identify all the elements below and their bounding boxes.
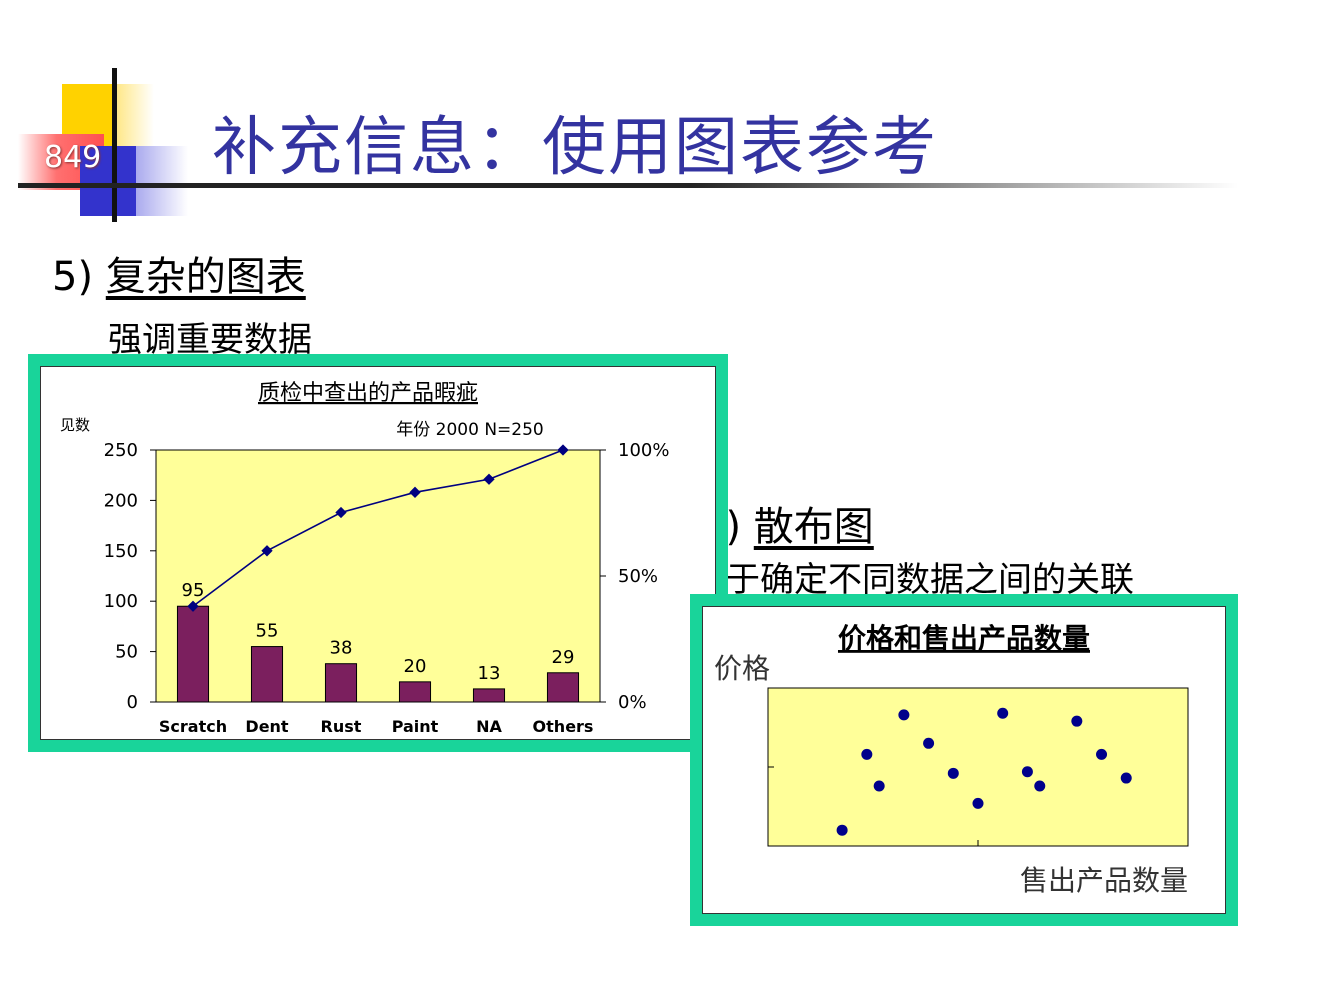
x-tick-label: NA (476, 717, 502, 736)
scatter-point (1071, 715, 1083, 727)
section5-number: 5) (52, 254, 94, 300)
y-tick-label: 250 (104, 440, 138, 461)
x-tick-label: Dent (245, 717, 289, 736)
y2-tick-label: 50% (618, 566, 658, 587)
bar-rust (324, 663, 358, 703)
data-label-others: 29 (552, 647, 575, 668)
scatter-point (1021, 766, 1033, 778)
bar-others (546, 672, 580, 703)
scatter-point (861, 748, 873, 760)
data-label-rust: 38 (330, 638, 353, 659)
x-tick-label: Scratch (159, 717, 227, 736)
header-vertical-rule (112, 68, 117, 222)
scatter-chart-frame: 价格和售出产品数量价格售出产品数量 (690, 594, 1238, 926)
y-tick-label: 200 (104, 490, 138, 511)
y-tick-label: 50 (115, 642, 138, 663)
x-tick-label: Rust (321, 717, 362, 736)
scatter-point (836, 824, 848, 836)
plot-area (767, 687, 1189, 847)
scatter-point (1034, 780, 1046, 792)
cumulative-point (335, 506, 347, 519)
slide-title: 补充信息：使用图表参考 (212, 111, 938, 185)
y2-tick-label: 0% (618, 692, 647, 713)
header-decoration-yellow-fade (114, 84, 154, 146)
x-tick-label: Paint (392, 717, 439, 736)
header-horizontal-rule (18, 183, 1238, 188)
bar-paint (398, 681, 432, 703)
pareto-chart-frame: 质检中查出的产品暇疵年份 2000 N=250 见数 0 50 100 150 200 250… (28, 354, 728, 752)
cumulative-line (192, 449, 564, 607)
y-tick-label: 100 (104, 591, 138, 612)
slide-number: 849 (44, 140, 102, 175)
y2-tick-label: 100% (618, 440, 669, 461)
data-label-scratch: 95 (182, 580, 205, 601)
scatter-point (1120, 772, 1132, 784)
chart-subtitle: 年份 2000 N=250 (396, 420, 543, 440)
y-tick-label: 0 (127, 692, 138, 713)
scatter-point (873, 780, 885, 792)
y-axis-label: 价格 (714, 652, 770, 685)
scatter-point (898, 709, 910, 721)
scatter-point (947, 767, 959, 779)
scatter-point (972, 797, 984, 809)
section5-heading: 5) 复杂的图表 (52, 244, 306, 302)
scatter-point (997, 707, 1009, 719)
section6-subtext: 用于确定不同数据之间的关联 (692, 560, 1134, 600)
bar-scratch (176, 605, 210, 703)
bar-na (472, 688, 506, 703)
scatter-point (1096, 748, 1108, 760)
data-label-dent: 55 (256, 621, 279, 642)
y-axis-label: 见数 (60, 416, 90, 434)
data-label-paint: 20 (404, 656, 427, 677)
section5-subtext: 强调重要数据 (108, 320, 312, 360)
data-label-na: 13 (478, 663, 501, 684)
scatter-point (923, 737, 935, 749)
header-decoration-blue (80, 146, 136, 216)
plot-area (155, 449, 601, 703)
y-tick-label: 150 (104, 541, 138, 562)
header-decoration-blue-fade (136, 146, 188, 216)
x-axis-label: 售出产品数量 (1020, 864, 1188, 897)
chart-title: 价格和售出产品数量 (838, 622, 1090, 655)
section5-title: 复杂的图表 (105, 254, 306, 300)
chart-title: 质检中查出的产品暇疵 (258, 381, 478, 406)
section6-title: 散布图 (753, 504, 874, 550)
bar-dent (250, 646, 284, 703)
x-tick-label: Others (533, 717, 594, 736)
